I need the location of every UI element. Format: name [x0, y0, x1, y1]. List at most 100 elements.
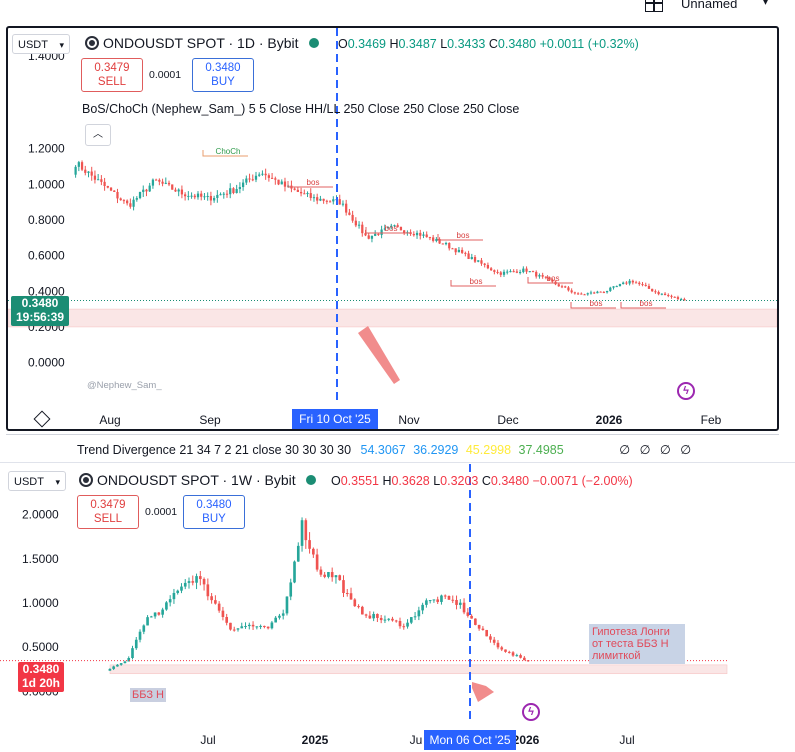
- candle-body: [438, 239, 441, 244]
- candle-body: [206, 584, 210, 597]
- candle-body: [319, 569, 323, 575]
- sell-button[interactable]: 0.3479 SELL: [77, 495, 139, 529]
- candle-body: [232, 629, 236, 631]
- candle-body: [447, 595, 451, 600]
- candle-body: [428, 600, 432, 602]
- bos-label: bos: [547, 274, 560, 283]
- lightning-icon[interactable]: ϟ: [677, 382, 695, 400]
- candle-body: [541, 275, 544, 277]
- candle-body: [90, 171, 93, 176]
- candle-body: [502, 271, 506, 275]
- symbol-title[interactable]: ONDOUSDT SPOT · 1D · Bybit: [85, 35, 325, 51]
- candle-body: [264, 173, 267, 176]
- candle-body: [158, 179, 161, 182]
- low-value: 0.3433: [447, 37, 486, 51]
- candle-body: [167, 182, 171, 185]
- bbz-zone-label[interactable]: ББЗ Н: [130, 688, 166, 702]
- candle-body: [361, 224, 364, 234]
- symbol-title[interactable]: ONDOUSDT SPOT · 1W · Bybit: [79, 472, 322, 488]
- candle-body: [190, 195, 193, 197]
- y-tick-label: 0.5000: [22, 640, 59, 654]
- candle-body: [647, 285, 651, 289]
- candle-body: [236, 628, 240, 630]
- candle-body: [248, 178, 251, 180]
- candle-body: [493, 270, 496, 272]
- candle-body: [306, 193, 309, 195]
- candle-body: [177, 189, 180, 192]
- candle-body: [171, 184, 174, 190]
- layout-name[interactable]: Unnamed: [681, 0, 738, 11]
- candle-body: [406, 622, 409, 627]
- candle-body: [455, 599, 458, 605]
- candle-body: [241, 182, 245, 188]
- candle-body: [142, 625, 146, 632]
- candle-body: [357, 606, 360, 608]
- last-price-value: 0.3480: [22, 662, 60, 676]
- daily-chart-svg[interactable]: 0.00000.20000.40000.60000.80001.00001.20…: [8, 28, 777, 429]
- candle-body: [372, 613, 375, 619]
- layout-grid-icon[interactable]: [645, 0, 663, 12]
- sell-button[interactable]: 0.3479 SELL: [81, 58, 143, 92]
- candle-body: [663, 293, 667, 296]
- candle-body: [523, 657, 526, 661]
- candle-body: [586, 293, 589, 295]
- candle-body: [454, 248, 457, 253]
- candle-body: [538, 275, 541, 277]
- trend-divergence-legend[interactable]: Trend Divergence 21 34 7 2 21 close 30 3…: [77, 442, 694, 457]
- x-tick-label: Feb: [701, 413, 722, 427]
- candle-body: [377, 233, 380, 235]
- candle-body: [325, 200, 328, 202]
- candle-body: [255, 626, 259, 628]
- candle-body: [444, 242, 448, 245]
- chevron-down-icon[interactable]: ▾: [763, 0, 769, 8]
- candle-body: [225, 193, 229, 195]
- bar-countdown: 19:56:39: [15, 310, 65, 324]
- candle-body: [210, 596, 213, 601]
- buy-button[interactable]: 0.3480 BUY: [183, 495, 245, 529]
- candle-body: [229, 622, 232, 630]
- last-price-value: 0.3480: [21, 296, 59, 310]
- currency-select[interactable]: USDT ▾: [12, 34, 70, 54]
- bos-level-line: [450, 280, 496, 287]
- candle-body: [676, 297, 680, 300]
- candle-body: [625, 282, 628, 284]
- collapse-indicators-button[interactable]: ︿: [85, 124, 111, 146]
- candle-body: [651, 288, 654, 292]
- candle-body: [202, 579, 206, 585]
- candle-body: [470, 615, 473, 619]
- candle-body: [474, 618, 477, 625]
- candle-body: [191, 581, 195, 583]
- candle-body: [680, 298, 683, 300]
- lightning-icon[interactable]: ϟ: [522, 703, 540, 721]
- ondo-logo-icon: [79, 473, 93, 487]
- y-tick-label: 0.6000: [28, 249, 65, 263]
- bos-level-line: [527, 277, 573, 284]
- currency-select[interactable]: USDT ▾: [8, 471, 66, 491]
- bos-choch-indicator-label[interactable]: BoS/ChoCh (Nephew_Sam_) 5 5 Close HH/LL …: [82, 102, 520, 116]
- bos-level-line: [365, 227, 411, 234]
- candle-body: [379, 617, 383, 621]
- candle-body: [580, 293, 583, 295]
- candle-body: [683, 298, 686, 301]
- market-open-dot-icon: [305, 475, 316, 485]
- candle-body: [283, 181, 287, 187]
- candle-body: [473, 257, 477, 262]
- candle-body: [338, 199, 341, 205]
- buy-button[interactable]: 0.3480 BUY: [192, 58, 254, 92]
- crosshair-date-tag: Fri 10 Oct '25: [292, 409, 378, 429]
- candle-body: [251, 624, 255, 627]
- weekly-chart-svg[interactable]: 0.00000.50001.00001.50002.0000Jul2025Ju2…: [0, 464, 795, 752]
- candle-body: [289, 582, 293, 597]
- candle-body: [293, 561, 296, 583]
- candle-body: [212, 197, 216, 201]
- close-value: 0.3480: [490, 474, 530, 488]
- candle-body: [315, 554, 319, 570]
- candle-body: [270, 622, 274, 629]
- candle-body: [132, 199, 135, 207]
- candle-body: [209, 195, 213, 201]
- candle-body: [422, 234, 425, 236]
- x-tick-label: 2025: [302, 733, 329, 747]
- candle-body: [535, 271, 538, 277]
- candle-body: [354, 220, 357, 226]
